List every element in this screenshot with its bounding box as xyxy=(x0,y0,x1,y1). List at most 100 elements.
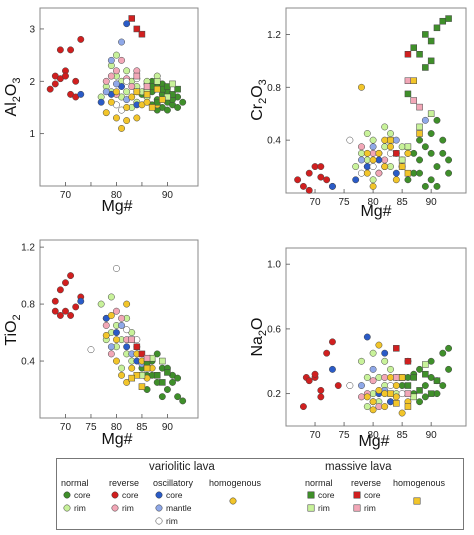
data-point-var_reverse_rim xyxy=(381,156,389,164)
data-point-var_normal_core xyxy=(421,393,429,401)
data-point-var_osc_mantle xyxy=(369,365,377,373)
data-point-mas_normal_core xyxy=(416,51,423,58)
data-point-var_normal_core xyxy=(439,382,447,389)
legend-massive-normal-rim: rim xyxy=(307,503,330,513)
data-point-var_normal_core xyxy=(421,182,429,190)
data-point-mas_reverse_core xyxy=(138,350,146,358)
legend-label: rim xyxy=(122,503,134,513)
y-tick-label: 1.2 xyxy=(21,243,35,254)
data-point-mas_homog xyxy=(143,364,151,372)
data-point-var_normal_core xyxy=(439,349,447,357)
legend-variolitic-title: variolitic lava xyxy=(149,461,215,473)
data-point-var_homog xyxy=(381,136,389,144)
legend-variolitic-normal-core: core xyxy=(63,490,91,500)
data-point-var_reverse_rim xyxy=(107,350,115,358)
data-point-mas_normal_core xyxy=(153,372,161,379)
x-axis-label: Mg# xyxy=(358,433,389,450)
y-tick-label: 1 xyxy=(29,129,35,140)
data-point-mas_homog xyxy=(153,85,161,93)
data-point-var_normal_core xyxy=(445,365,453,373)
legend-massive-reverse-rim: rim xyxy=(353,503,376,513)
y-tick-label: 0.6 xyxy=(267,324,281,335)
data-point-var_normal_core xyxy=(416,365,423,373)
legend-marker xyxy=(353,491,361,499)
data-point-var_homog xyxy=(363,169,371,177)
legend-label: core xyxy=(318,490,335,500)
data-point-var_normal_rim xyxy=(387,130,394,137)
data-point-mas_normal_core xyxy=(410,374,417,381)
data-point-var_homog xyxy=(369,398,377,406)
y-axis-label-part: O xyxy=(249,85,266,97)
data-point-var_normal_core xyxy=(153,350,161,358)
data-point-var_osc_core xyxy=(329,182,336,190)
legend-marker xyxy=(111,504,119,512)
data-point-var_homog xyxy=(381,390,389,398)
legend-label: rim xyxy=(166,516,178,526)
data-point-var_osc_core xyxy=(392,169,400,177)
legend-label: core xyxy=(364,490,381,500)
data-point-mas_reverse_rim xyxy=(416,103,423,111)
data-point-mas_normal_core xyxy=(410,44,417,51)
data-point-var_homog xyxy=(113,336,120,344)
data-point-mas_normal_rim xyxy=(398,156,406,164)
x-tick-label: 75 xyxy=(339,197,351,208)
legend-massive-title: massive lava xyxy=(325,461,392,473)
y-tick-label: 1.2 xyxy=(267,30,281,41)
data-point-var_homog xyxy=(404,149,412,157)
legend-marker xyxy=(155,517,163,525)
legend-variolitic-homogenous xyxy=(229,497,240,505)
x-tick-label: 85 xyxy=(397,197,409,208)
data-point-mas_reverse_rim xyxy=(143,83,151,90)
data-point-mas_normal_rim xyxy=(416,123,423,131)
legend-marker xyxy=(307,491,315,499)
x-axis-label: Mg# xyxy=(101,431,132,448)
legend-normal-heading: normal xyxy=(61,478,89,488)
data-point-var_normal_core xyxy=(445,344,453,352)
data-point-var_osc_mantle xyxy=(358,156,365,164)
data-point-mas_reverse_core xyxy=(133,25,141,33)
data-point-var_homog xyxy=(387,143,394,151)
legend-oscillatory-mantle: mantle xyxy=(155,503,192,513)
data-point-var_homog xyxy=(118,124,125,132)
data-point-var_normal_rim xyxy=(369,390,377,398)
y-axis-label: TiO2 xyxy=(3,314,23,345)
data-point-var_normal_core xyxy=(427,374,435,381)
data-point-var_osc_core xyxy=(77,297,85,305)
data-point-mas_homog xyxy=(404,403,412,410)
legend-massive-homogenous xyxy=(413,497,424,505)
data-point-var_homog xyxy=(369,406,377,414)
data-point-var_normal_core xyxy=(404,374,412,381)
legend-variolitic-reverse-rim: rim xyxy=(111,503,134,513)
data-point-mas_normal_core xyxy=(159,379,166,386)
data-point-var_normal_core xyxy=(427,149,435,157)
y-axis-label-subscript: 2 xyxy=(257,98,269,104)
data-point-mas_homog xyxy=(138,383,146,390)
data-point-var_normal_rim xyxy=(358,357,365,365)
data-point-var_homog xyxy=(123,117,131,125)
legend-massive-reverse-heading: reverse xyxy=(351,478,382,488)
data-point-mas_normal_core xyxy=(433,377,441,384)
y-axis-label-part: Al xyxy=(3,102,20,116)
data-point-var_homog xyxy=(102,109,110,117)
data-point-mas_normal_core xyxy=(427,57,435,65)
data-point-mas_homog xyxy=(398,163,406,170)
data-point-var_normal_rim xyxy=(363,130,371,137)
data-point-var_normal_rim xyxy=(352,163,360,171)
data-point-var_osc_rim xyxy=(113,265,120,272)
data-point-var_normal_rim xyxy=(387,365,394,373)
data-point-mas_homog xyxy=(393,400,400,407)
data-point-var_osc_mantle xyxy=(358,382,365,389)
data-point-var_reverse_core xyxy=(317,393,325,401)
y-tick-label: 0.8 xyxy=(267,83,281,94)
data-point-var_normal_rim xyxy=(123,67,131,75)
data-point-var_osc_rim xyxy=(398,390,406,398)
legend-marker xyxy=(111,491,119,499)
data-point-var_normal_core xyxy=(416,136,423,144)
data-point-var_reverse_core xyxy=(317,386,325,394)
data-point-var_reverse_core xyxy=(329,338,336,346)
data-point-var_normal_core xyxy=(410,169,418,177)
data-point-var_reverse_core xyxy=(305,186,313,194)
chart-panel-2: 70 75 80 85 90 0.4 0.8 1.2 Mg# Cr2O3 xyxy=(249,7,467,220)
data-point-mas_normal_core xyxy=(422,64,429,71)
